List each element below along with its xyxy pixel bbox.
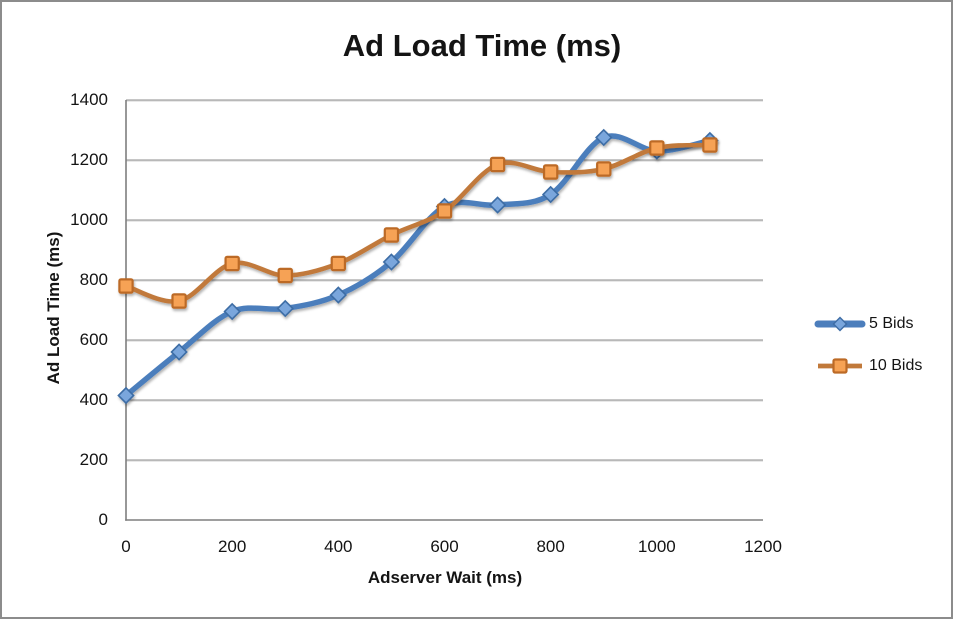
square-marker-icon xyxy=(118,278,134,294)
x-tick-label: 400 xyxy=(324,537,353,556)
y-tick-label: 1400 xyxy=(70,90,108,109)
legend-label: 10 Bids xyxy=(869,357,923,374)
diamond-marker-icon xyxy=(382,253,401,271)
series-line-10-bids xyxy=(123,142,713,304)
y-tick-label: 1000 xyxy=(70,210,108,229)
square-marker-icon xyxy=(489,156,506,173)
y-tick-label: 600 xyxy=(79,330,108,349)
x-tick-label: 1000 xyxy=(637,537,676,556)
series-line-5-bids xyxy=(123,133,713,399)
x-tick-label: 600 xyxy=(430,537,459,556)
y-tick-label: 800 xyxy=(79,270,108,289)
x-tick-label: 800 xyxy=(536,537,565,556)
square-marker-icon xyxy=(596,161,612,177)
diamond-marker-icon xyxy=(223,302,241,321)
square-marker-icon xyxy=(330,255,347,272)
diamond-marker-icon xyxy=(117,386,135,405)
chart-title: Ad Load Time (ms) xyxy=(342,28,622,63)
diamond-marker-icon xyxy=(488,196,507,214)
legend-label: 5 Bids xyxy=(869,315,914,332)
x-tick-label: 1200 xyxy=(744,537,782,556)
y-tick-label: 400 xyxy=(79,390,108,409)
diamond-marker-icon xyxy=(329,286,348,304)
square-marker-icon xyxy=(542,164,559,180)
diamond-marker-icon xyxy=(541,185,560,204)
series-10-bids xyxy=(118,137,718,309)
legend-item-10-bids: 10 Bids xyxy=(814,355,922,377)
square-marker-icon xyxy=(383,227,400,243)
x-tick-label: 0 xyxy=(121,537,131,556)
y-tick-label: 1200 xyxy=(70,150,108,169)
diamond-marker-icon xyxy=(832,316,848,332)
series-5-bids xyxy=(117,128,719,405)
diamond-marker-icon xyxy=(276,299,294,318)
square-marker-icon xyxy=(702,137,718,153)
x-axis-title: Adserver Wait (ms) xyxy=(367,568,523,587)
y-tick-label: 200 xyxy=(79,450,108,469)
legend-swatch-10-bids xyxy=(818,358,862,374)
y-axis-title: Ad Load Time (ms) xyxy=(44,231,63,385)
square-marker-icon xyxy=(649,140,665,156)
diamond-marker-icon xyxy=(170,343,188,361)
square-marker-icon xyxy=(832,358,848,374)
legend-swatch-5-bids xyxy=(814,316,866,332)
square-marker-icon xyxy=(171,293,187,309)
y-tick-label: 0 xyxy=(98,510,108,529)
square-marker-icon xyxy=(277,267,293,284)
square-marker-icon xyxy=(436,203,453,219)
legend-item-5-bids: 5 Bids xyxy=(814,313,913,335)
diamond-marker-icon xyxy=(595,128,613,147)
square-marker-icon xyxy=(224,255,240,272)
x-tick-label: 200 xyxy=(217,537,247,556)
